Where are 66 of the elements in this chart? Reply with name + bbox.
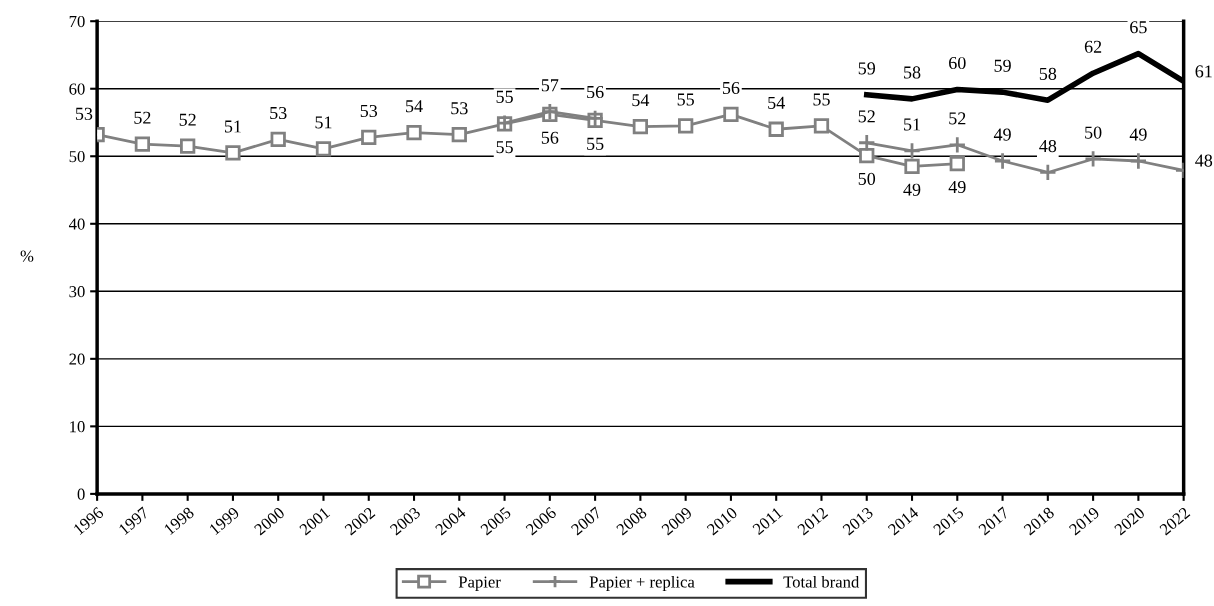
data-label: 51 (315, 116, 332, 129)
data-label: 52 (179, 113, 196, 126)
y-tick-label: 20 (69, 353, 85, 365)
x-tick-label: 2011 (752, 506, 783, 536)
y-tick-label: 40 (68, 218, 85, 230)
y-tick-label: 70 (69, 15, 85, 28)
y-axis-title: % (20, 250, 34, 262)
data-label: 56 (722, 81, 740, 95)
y-tick-label: 0 (77, 488, 85, 500)
data-label: 56 (587, 85, 604, 99)
data-label: 53 (75, 107, 93, 120)
data-label: 53 (270, 106, 287, 120)
data-label: 51 (224, 120, 241, 133)
x-tick-label: 2010 (706, 506, 738, 536)
data-label: 54 (632, 94, 650, 107)
data-label: 49 (903, 183, 921, 196)
data-label: 55 (496, 141, 513, 154)
x-tick-label: 2000 (253, 506, 286, 536)
y-tick-label: 10 (70, 421, 85, 433)
data-label: 49 (948, 180, 966, 194)
data-label: 55 (813, 93, 830, 106)
x-tick-label: 2013 (842, 506, 874, 536)
legend-label: Total brand (783, 575, 860, 588)
data-label: 58 (1039, 67, 1057, 80)
x-tick-label: 1996 (73, 506, 105, 536)
data-label: 51 (904, 118, 920, 131)
data-label: 61 (1195, 65, 1212, 78)
data-label: 65 (1130, 21, 1147, 34)
data-label: 55 (677, 93, 694, 106)
data-label: 52 (949, 112, 966, 125)
data-label: 50 (858, 172, 876, 185)
data-label: 55 (587, 137, 604, 150)
x-tick-label: 2002 (344, 506, 376, 536)
y-tick-label: 30 (69, 286, 85, 298)
x-tick-label: 1999 (208, 506, 240, 536)
data-label: 53 (360, 104, 378, 118)
x-tick-label: 2003 (389, 506, 422, 536)
x-tick-label: 2009 (660, 506, 693, 536)
x-tick-label: 2001 (298, 506, 331, 536)
data-label: 48 (1195, 154, 1213, 167)
x-tick-label: 2012 (796, 506, 829, 536)
y-tick-label: 60 (69, 83, 85, 95)
x-tick-label: 2022 (1158, 506, 1191, 536)
x-tick-label: 2019 (1068, 506, 1101, 536)
data-label: 50 (1085, 126, 1102, 139)
data-label: 55 (496, 90, 513, 103)
x-tick-label: 2020 (1113, 506, 1146, 536)
data-label: 54 (768, 96, 785, 109)
data-label: 49 (993, 128, 1011, 141)
data-label: 60 (949, 56, 966, 70)
data-label: 52 (858, 110, 875, 123)
data-label: 56 (541, 131, 559, 144)
data-label: 57 (541, 79, 559, 92)
data-label: 48 (1039, 139, 1057, 153)
data-label: 54 (406, 100, 423, 113)
data-label: 59 (858, 62, 876, 75)
data-label: 58 (904, 66, 921, 79)
y-tick-label: 50 (69, 150, 85, 163)
data-label: 59 (994, 59, 1011, 72)
data-label: 53 (451, 102, 468, 115)
data-label: 49 (1129, 128, 1147, 141)
x-tick-label: 1998 (163, 506, 195, 536)
legend-label: Papier (458, 576, 501, 591)
data-label: 62 (1084, 40, 1102, 53)
data-label: 52 (134, 111, 151, 124)
legend-label: Papier + replica (589, 575, 695, 591)
